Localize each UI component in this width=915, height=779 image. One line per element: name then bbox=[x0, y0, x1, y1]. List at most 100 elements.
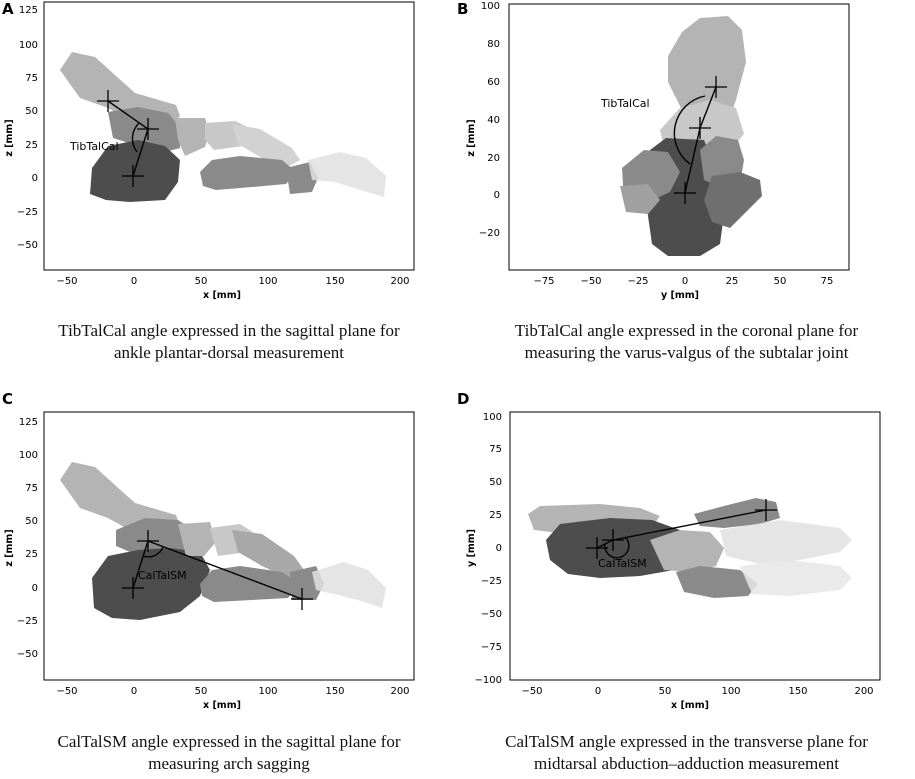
panel-c-xlabel: x [mm] bbox=[203, 700, 241, 711]
panel-b-xlabel: y [mm] bbox=[661, 290, 699, 301]
panel-b-angle-label: TibTalCal bbox=[600, 97, 650, 110]
svg-text:−50: −50 bbox=[56, 276, 77, 287]
panel-d-navicular-shape bbox=[650, 530, 724, 572]
svg-text:50: 50 bbox=[25, 516, 38, 527]
svg-text:−75: −75 bbox=[481, 642, 502, 653]
panel-c-calcaneus-shape bbox=[92, 548, 210, 620]
svg-text:40: 40 bbox=[487, 115, 500, 126]
svg-text:−25: −25 bbox=[17, 207, 38, 218]
svg-text:100: 100 bbox=[19, 40, 38, 51]
panel-c-markers bbox=[122, 530, 313, 610]
svg-text:−75: −75 bbox=[533, 276, 554, 287]
svg-text:0: 0 bbox=[131, 276, 137, 287]
svg-text:80: 80 bbox=[487, 39, 500, 50]
svg-text:50: 50 bbox=[489, 477, 502, 488]
svg-text:200: 200 bbox=[390, 686, 409, 697]
svg-text:−50: −50 bbox=[56, 686, 77, 697]
svg-text:0: 0 bbox=[131, 686, 137, 697]
svg-text:150: 150 bbox=[325, 276, 344, 287]
panel-c-foot-bones bbox=[60, 462, 386, 620]
panel-a-ylabel: z [mm] bbox=[4, 119, 15, 156]
svg-text:−25: −25 bbox=[17, 616, 38, 627]
panel-c-metatarsal-shape bbox=[232, 530, 304, 578]
svg-text:50: 50 bbox=[195, 686, 208, 697]
panel-c-axes-frame bbox=[43, 411, 415, 681]
panel-a-angle-lines bbox=[107, 100, 149, 177]
svg-text:100: 100 bbox=[258, 686, 277, 697]
panel-b-caption-line2: measuring the varus-valgus of the subtal… bbox=[524, 343, 849, 362]
panel-c-phalanges-shape bbox=[312, 562, 386, 608]
panel-c-angle-lines bbox=[132, 540, 303, 600]
svg-text:0: 0 bbox=[496, 543, 502, 554]
panel-b-caption: TibTalCal angle expressed in the coronal… bbox=[458, 320, 915, 364]
panel-d-caption: CalTalSM angle expressed in the transver… bbox=[458, 731, 915, 775]
svg-text:50: 50 bbox=[774, 276, 787, 287]
panel-b-cuboid-shape bbox=[704, 172, 762, 228]
svg-text:200: 200 bbox=[390, 276, 409, 287]
panel-c-caption-line1: CalTalSM angle expressed in the sagittal… bbox=[57, 732, 401, 751]
panel-a-yticks: 125 100 75 50 25 0 −25 −50 bbox=[17, 5, 38, 251]
panel-d-angle-label: CalTalSM bbox=[598, 557, 647, 570]
panel-d-xticks: −50 0 50 100 150 200 bbox=[521, 686, 873, 697]
panel-b-axes-frame bbox=[508, 3, 850, 271]
panel-c-cuboid-shape bbox=[200, 566, 300, 602]
panel-c-talus-shape bbox=[116, 518, 196, 556]
svg-text:−50: −50 bbox=[481, 609, 502, 620]
panel-c-xticks: −50 0 50 100 150 200 bbox=[56, 686, 409, 697]
panel-b-yticks: 100 80 60 40 20 0 −20 bbox=[479, 1, 500, 239]
panel-d-ylabel: y [mm] bbox=[466, 529, 477, 567]
panel-b-tibia-shape bbox=[668, 16, 746, 130]
panel-c-navicular-shape bbox=[178, 522, 216, 556]
panel-a-markers bbox=[97, 90, 159, 187]
panel-d-axes-frame bbox=[509, 411, 881, 681]
panel-c-caption: CalTalSM angle expressed in the sagittal… bbox=[0, 731, 458, 775]
panel-b-letter: B bbox=[457, 0, 469, 18]
svg-text:150: 150 bbox=[325, 686, 344, 697]
panel-b-xticks: −75 −50 −25 0 25 50 75 bbox=[533, 276, 833, 287]
panel-c-yticks: 125 100 75 50 25 0 −25 −50 bbox=[17, 417, 38, 660]
svg-text:−25: −25 bbox=[481, 576, 502, 587]
svg-text:75: 75 bbox=[25, 483, 38, 494]
svg-text:0: 0 bbox=[682, 276, 688, 287]
svg-text:100: 100 bbox=[483, 412, 502, 423]
panel-c-letter: C bbox=[2, 390, 14, 408]
panel-a-phalanges-shape bbox=[308, 152, 386, 197]
svg-text:25: 25 bbox=[25, 549, 38, 560]
svg-text:−100: −100 bbox=[475, 675, 502, 686]
panel-d-letter: D bbox=[457, 390, 470, 408]
panel-d-angle-lines bbox=[596, 509, 767, 559]
svg-text:100: 100 bbox=[258, 276, 277, 287]
panel-d-xlabel: x [mm] bbox=[671, 700, 709, 711]
panel-d-markers bbox=[586, 499, 777, 559]
panel-b-foot-bones bbox=[620, 16, 762, 256]
panel-a-caption: TibTalCal angle expressed in the sagitta… bbox=[0, 320, 458, 364]
svg-text:60: 60 bbox=[487, 77, 500, 88]
panel-b-ylabel: z [mm] bbox=[466, 119, 477, 156]
panel-d-caption-line1: CalTalSM angle expressed in the transver… bbox=[505, 732, 868, 751]
panel-a-xlabel: x [mm] bbox=[203, 290, 241, 301]
svg-text:20: 20 bbox=[487, 153, 500, 164]
svg-text:150: 150 bbox=[788, 686, 807, 697]
panel-a-axes-frame bbox=[43, 1, 415, 271]
panel-a-metatarsal-shape bbox=[232, 124, 300, 168]
svg-text:50: 50 bbox=[659, 686, 672, 697]
panel-d-foot-bones bbox=[528, 498, 852, 598]
panel-a-caption-line2: ankle plantar-dorsal measurement bbox=[113, 343, 344, 362]
svg-text:100: 100 bbox=[19, 450, 38, 461]
panel-a-xticks: −50 0 50 100 150 200 bbox=[56, 276, 409, 287]
svg-text:100: 100 bbox=[721, 686, 740, 697]
panel-a-caption-line1: TibTalCal angle expressed in the sagitta… bbox=[58, 321, 400, 340]
svg-text:50: 50 bbox=[25, 106, 38, 117]
svg-text:−50: −50 bbox=[17, 240, 38, 251]
panel-b-sesamoid-shape bbox=[620, 184, 660, 214]
panel-d-caption-line2: midtarsal abduction–adduction measuremen… bbox=[534, 754, 839, 773]
panel-c-angle-label: CalTalSM bbox=[138, 569, 187, 582]
panel-a-cuboid-shape bbox=[200, 156, 296, 190]
panel-b-markers bbox=[674, 76, 727, 204]
svg-text:200: 200 bbox=[854, 686, 873, 697]
panel-c-caption-line2: measuring arch sagging bbox=[148, 754, 310, 773]
svg-text:125: 125 bbox=[19, 5, 38, 16]
